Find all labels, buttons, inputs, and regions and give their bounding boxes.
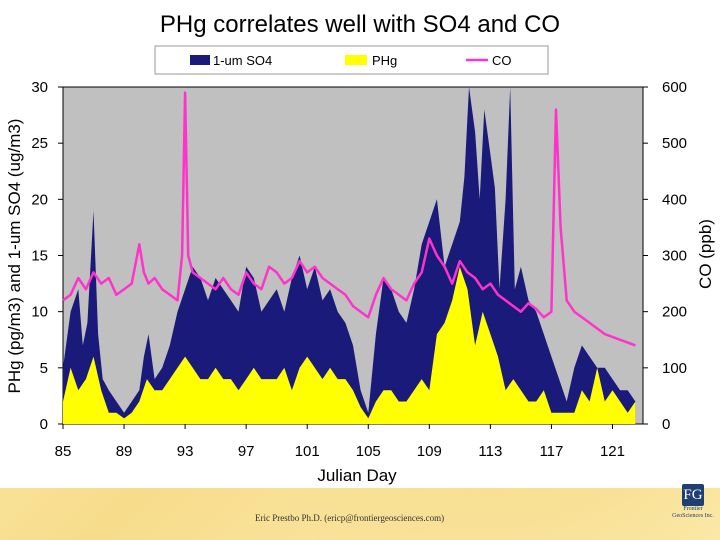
legend-swatch-phg <box>345 55 367 65</box>
legend-swatch-so4 <box>190 55 210 65</box>
y2-tick-label: 200 <box>662 304 687 321</box>
y-tick-label: 25 <box>31 135 48 152</box>
y2-tick-label: 600 <box>662 79 687 96</box>
logo-mark: FG <box>682 484 704 506</box>
axes-layer: 85 89 93 97 101 105 109 113 117 12105101520253001… <box>31 79 687 460</box>
x-tick-label: 117 <box>539 443 563 460</box>
x-tick-label: 113 <box>478 443 502 460</box>
y2-tick-label: 0 <box>662 416 670 433</box>
y2-tick-label: 100 <box>662 360 687 377</box>
series-layer <box>62 87 636 424</box>
x-tick-label: 105 <box>356 443 381 460</box>
legend-label-co: CO <box>492 53 512 68</box>
x-tick-label: 121 <box>600 443 625 460</box>
y2-tick-label: 300 <box>662 248 687 265</box>
footer-credit: Eric Prestbo Ph.D. (ericp@frontiergeosci… <box>255 513 445 523</box>
chart: PHg correlates well with SO4 and CO 1-um… <box>5 11 715 485</box>
y-tick-label: 0 <box>40 416 48 433</box>
y-tick-label: 15 <box>31 248 48 265</box>
legend: 1-um SO4 PHg CO <box>154 45 549 75</box>
y2-axis-title: CO (ppb) <box>696 219 715 289</box>
x-tick-label: 101 <box>295 443 320 460</box>
logo-text-line-1: Frontier <box>683 506 703 512</box>
series-line-co <box>62 91 636 347</box>
x-tick-label: 89 <box>116 443 133 460</box>
series-area-phg <box>63 266 636 424</box>
y-axis-title: PHg (pg/m3) and 1-um SO4 (ug/m3) <box>5 119 24 394</box>
chart-title: PHg correlates well with SO4 and CO <box>160 11 560 38</box>
x-tick-label: 109 <box>417 443 442 460</box>
legend-label-phg: PHg <box>372 53 397 68</box>
y-tick-label: 30 <box>31 79 48 96</box>
x-axis-title: Julian Day <box>317 466 397 485</box>
legend-label-so4: 1-um SO4 <box>213 53 272 68</box>
x-tick-label: 97 <box>238 443 255 460</box>
y-tick-label: 5 <box>40 360 48 377</box>
y2-tick-label: 500 <box>662 135 687 152</box>
y-tick-label: 20 <box>31 191 48 208</box>
logo-text-line-2: GeoSciences Inc. <box>672 513 714 519</box>
x-tick-label: 93 <box>177 443 194 460</box>
y-tick-label: 10 <box>31 304 48 321</box>
company-logo: FG Frontier GeoSciences Inc. <box>668 484 718 538</box>
x-tick-label: 85 <box>55 443 72 460</box>
y2-tick-label: 400 <box>662 191 687 208</box>
